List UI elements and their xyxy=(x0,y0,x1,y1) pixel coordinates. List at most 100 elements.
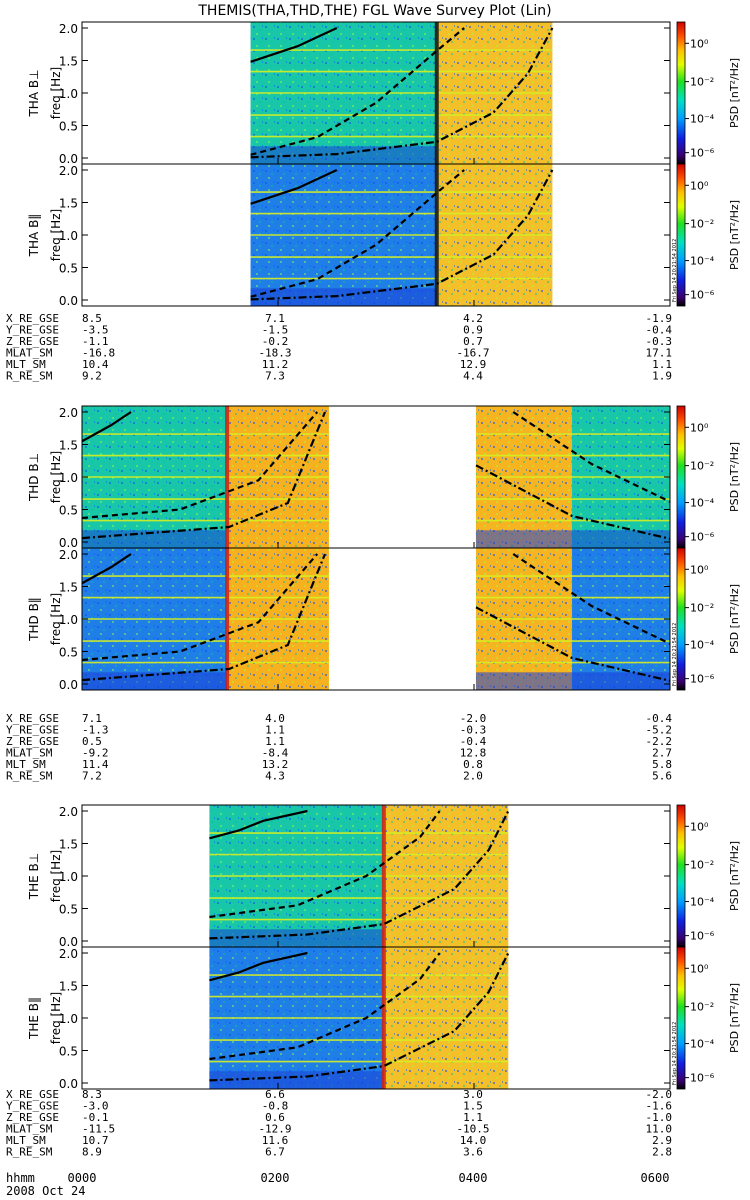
ephemeris-value: 4.2 xyxy=(463,312,483,325)
y-tick-label: 2.0 xyxy=(59,164,78,178)
y-label-component: THD B⊥ xyxy=(27,453,41,502)
curve-dashdot xyxy=(250,169,554,301)
y-tick-label: 0.5 xyxy=(59,903,78,917)
colorbar-label: PSD [nT²/Hz] xyxy=(728,58,741,128)
y-tick-label: 2.0 xyxy=(59,947,78,961)
colorbar-tick-label: 10⁻⁶ xyxy=(690,673,715,686)
colorbar-tick-label: 10⁻⁶ xyxy=(690,147,715,160)
colorbar-tick-label: 10⁻⁶ xyxy=(690,531,715,544)
curve-dashed xyxy=(512,411,670,503)
colorbar xyxy=(676,547,686,691)
colorbar-tick-label: 10⁻⁴ xyxy=(690,497,715,510)
ephemeris-value: 11.4 xyxy=(82,758,109,771)
gyrofrequency-curves xyxy=(82,553,670,682)
spectrogram-image xyxy=(250,22,553,164)
curve-dashdot xyxy=(209,952,510,1082)
low-frequency-band xyxy=(250,288,437,306)
curve-dashed xyxy=(250,27,465,156)
colorbar-label: PSD [nT²/Hz] xyxy=(728,584,741,654)
spectrogram-panels: 0.0 0.5 1.0 1.5 2.0 THA B⊥ freq [Hz] 10⁰ 10⁻² 10⁻… xyxy=(27,21,741,1091)
y-label-freq: freq [Hz] xyxy=(49,850,63,902)
curve-dashdot xyxy=(82,553,327,682)
ephemeris-value: -12.9 xyxy=(258,1123,291,1136)
curve-solid xyxy=(209,951,308,982)
y-label-component: THA B⊥ xyxy=(27,69,41,117)
panel-tha-bperp: 0.0 0.5 1.0 1.5 2.0 THA B⊥ freq [Hz] 10⁰ 10⁻² 10⁻… xyxy=(27,21,741,166)
timestamp-stamp: Fri Sep 14 20:21:54 2012 xyxy=(672,1022,678,1085)
y-tick-label: 1.5 xyxy=(59,197,78,211)
ephemeris-label: Y_RE_GSE xyxy=(6,324,59,337)
ephemeris-value: 10.4 xyxy=(82,358,109,371)
transition-spike xyxy=(434,164,439,306)
ephemeris-the: X_RE_GSE 8.3 6.6 3.0 -2.0 Y_RE_GSE -3.0 -0.8 1.5… xyxy=(6,1088,672,1159)
y-tick-label: 1.0 xyxy=(59,613,78,627)
colorbar-label: PSD [nT²/Hz] xyxy=(728,841,741,911)
ephemeris-label: R_RE_SM xyxy=(6,370,53,383)
colorbar-tick-label: 10⁻⁶ xyxy=(690,930,715,943)
curve-dashdot xyxy=(475,606,670,682)
hhmm-tick-0: 0000 xyxy=(68,1171,97,1185)
transition-spike xyxy=(225,406,230,548)
time-axis-footer: hhmm 0000 0200 0400 0600 2008 Oct 24 xyxy=(6,1171,669,1198)
ephemeris-value: -0.4 xyxy=(646,712,673,725)
ephemeris-value: 1.1 xyxy=(652,358,672,371)
low-frequency-band xyxy=(82,672,228,690)
gyrofrequency-curves xyxy=(209,951,510,1082)
y-tick-label: 2.0 xyxy=(59,22,78,36)
ephemeris-value: -3.5 xyxy=(82,324,109,337)
low-frequency-band xyxy=(82,530,228,548)
colorbar-tick-label: 10⁰ xyxy=(690,962,709,975)
colorbar-tick-label: 10⁻² xyxy=(690,1001,714,1014)
ephemeris-value: -5.2 xyxy=(646,724,673,737)
ephemeris-value: 8.5 xyxy=(82,312,102,325)
gyrofrequency-curves xyxy=(250,27,554,159)
y-tick-label: 0.5 xyxy=(59,262,78,276)
colorbar xyxy=(676,804,686,948)
ephemeris-value: -16.8 xyxy=(82,347,115,360)
ephemeris-value: -0.8 xyxy=(262,1100,289,1113)
ephemeris-value: -0.4 xyxy=(646,324,673,337)
ephemeris-value: 6.7 xyxy=(265,1146,285,1159)
curve-dashed xyxy=(250,169,465,298)
hhmm-label: hhmm xyxy=(6,1171,35,1185)
colorbar xyxy=(676,163,686,307)
ephemeris-value: 7.1 xyxy=(82,712,102,725)
colorbar xyxy=(676,21,686,165)
ephemeris-value: -0.1 xyxy=(82,1111,109,1124)
ephemeris-value: -1.6 xyxy=(646,1100,673,1113)
ephemeris-value: 4.3 xyxy=(265,770,285,783)
ephemeris-label: MLAT_SM xyxy=(6,747,53,760)
y-label-freq: freq [Hz] xyxy=(49,451,63,503)
colorbar-tick-label: 10⁻⁴ xyxy=(690,255,715,268)
y-label-freq: freq [Hz] xyxy=(49,593,63,645)
ephemeris-value: 7.1 xyxy=(265,312,285,325)
gyrofrequency-curves xyxy=(82,411,670,540)
ephemeris-label: MLAT_SM xyxy=(6,347,53,360)
y-tick-label: 0.5 xyxy=(59,1045,78,1059)
y-tick-label: 0.0 xyxy=(59,152,78,166)
spectrogram-image xyxy=(82,548,670,690)
ephemeris-value: 7.2 xyxy=(82,770,102,783)
colorbar-tick-label: 10⁰ xyxy=(690,179,709,192)
ephemeris-label: R_RE_SM xyxy=(6,770,53,783)
curve-dashed xyxy=(82,553,319,662)
ephemeris-value: -0.3 xyxy=(460,724,487,737)
curve-dashdot xyxy=(209,810,510,940)
panel-thd-bpar: 0.0 0.5 1.0 1.5 2.0 THD B‖ freq [Hz] 10⁰ 10⁻² 10⁻… xyxy=(27,547,741,692)
y-tick-label: 0.0 xyxy=(59,935,78,949)
curve-dashed xyxy=(209,810,441,919)
curve-dashed xyxy=(209,952,441,1061)
spectrogram-image xyxy=(209,805,509,947)
gyrofrequency-curves xyxy=(209,809,510,940)
ephemeris-value: 8.3 xyxy=(82,1088,102,1101)
panel-the-bpar: 0.0 0.5 1.0 1.5 2.0 THE B‖ freq [Hz] 10⁰ 10⁻² 10⁻… xyxy=(27,946,741,1091)
y-tick-label: 2.0 xyxy=(59,805,78,819)
y-tick-label: 1.5 xyxy=(59,439,78,453)
colorbar-tick-label: 10⁰ xyxy=(690,563,709,576)
curve-solid xyxy=(250,27,338,63)
figure-title: THEMIS(THA,THD,THE) FGL Wave Survey Plot… xyxy=(197,3,551,19)
ephemeris-value: 1.9 xyxy=(652,370,672,383)
date-label: 2008 Oct 24 xyxy=(6,1184,85,1198)
ephemeris-value: 0.7 xyxy=(463,335,483,348)
y-tick-label: 0.0 xyxy=(59,1077,78,1091)
